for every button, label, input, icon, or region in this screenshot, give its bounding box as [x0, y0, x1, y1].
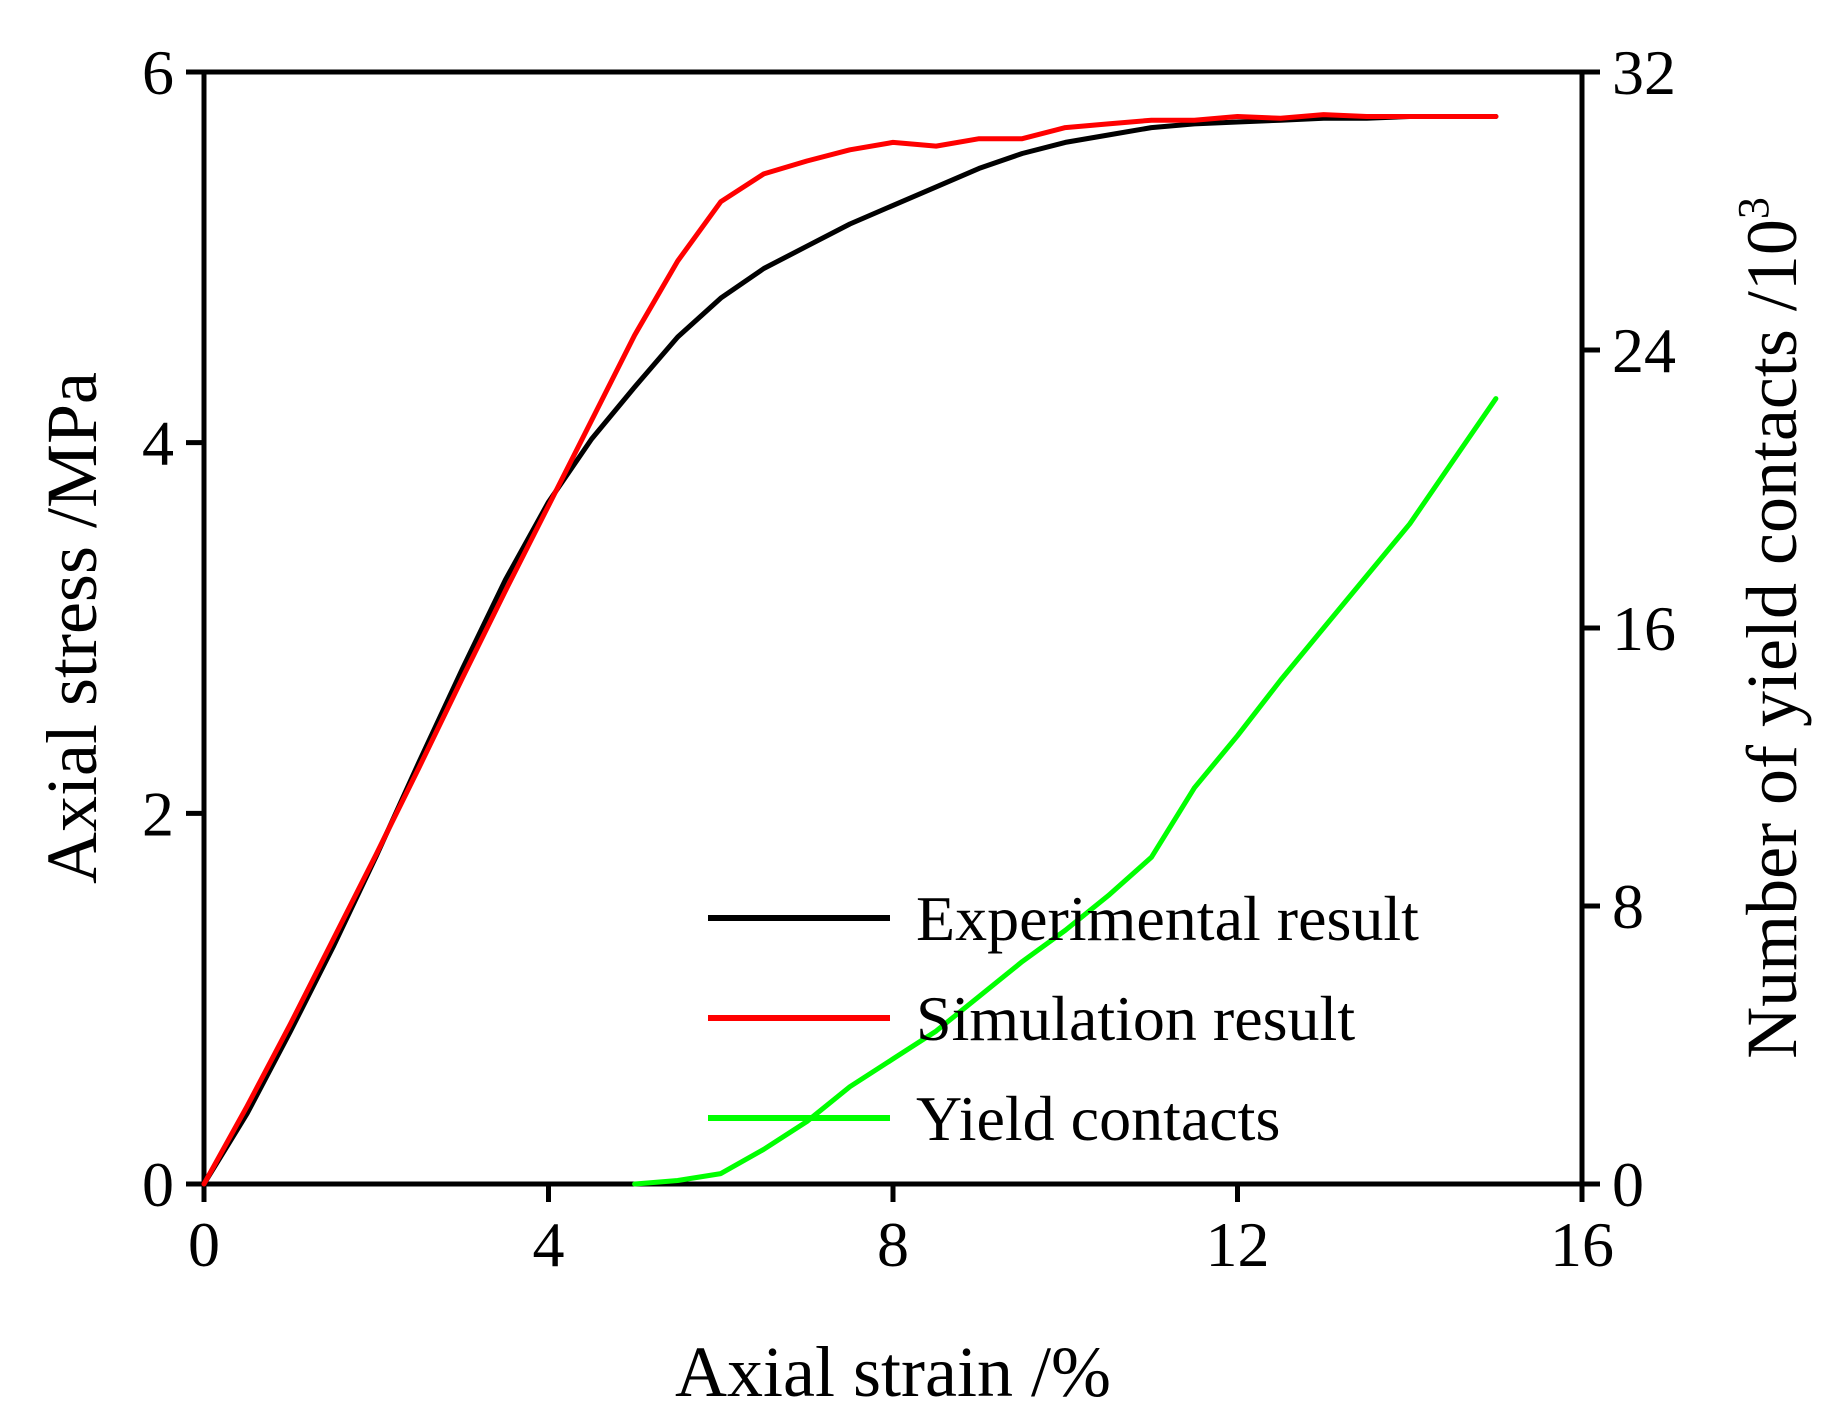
series-line-simulation-result [201, 112, 1499, 1187]
y-axis-right-title-superscript: 3 [1729, 197, 1778, 219]
legend-label-experimental-result: Experimental result [916, 883, 1419, 954]
y-right-tick-label: 32 [1612, 37, 1676, 108]
y-axis-left-title: Axial stress /MPa [32, 372, 112, 884]
x-tick-label: 8 [877, 1209, 909, 1280]
x-axis-title: Axial strain /% [675, 1332, 1111, 1412]
plot-frame [201, 69, 1585, 1187]
y-left-tick-label: 0 [142, 1149, 174, 1220]
y-axis-right-title-main: Number of yield contacts /10 [1732, 219, 1812, 1059]
y-left-tick-label: 4 [142, 408, 174, 479]
x-tick-label: 16 [1550, 1209, 1614, 1280]
y-left-tick-label: 2 [142, 778, 174, 849]
x-tick-label: 0 [188, 1209, 220, 1280]
series-layer [201, 112, 1499, 1187]
x-tick-label: 4 [533, 1209, 565, 1280]
y-right-tick-label: 0 [1612, 1149, 1644, 1220]
legend-label-yield-contacts: Yield contacts [916, 1083, 1280, 1154]
legend-label-simulation-result: Simulation result [916, 983, 1355, 1054]
series-line-yield-contacts [632, 396, 1499, 1187]
y-left-tick-label: 6 [142, 37, 174, 108]
y-right-tick-label: 16 [1612, 593, 1676, 664]
y-right-tick-label: 8 [1612, 871, 1644, 942]
x-tick-label: 12 [1206, 1209, 1270, 1280]
legend: Experimental result Simulation result Yiel… [708, 883, 1419, 1154]
y-right-tick-label: 24 [1612, 315, 1676, 386]
y-axis-right-title: Number of yield contacts /103 [1729, 197, 1812, 1059]
